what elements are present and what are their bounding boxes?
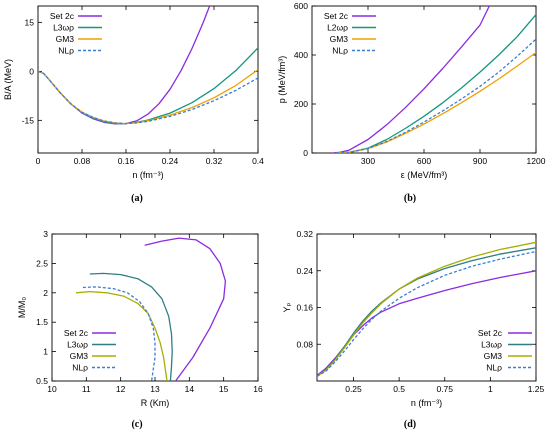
- x-tick-label: 0.24: [162, 156, 179, 166]
- x-tick-label: 0.25: [345, 384, 362, 394]
- x-tick-label: 0.4: [252, 156, 264, 166]
- y-tick-label: 0.16: [296, 303, 313, 313]
- legend-entry-label: NLρ: [58, 46, 74, 56]
- x-tick-label: 14: [185, 384, 195, 394]
- y-tick-label: -15: [22, 115, 35, 125]
- x-tick-label: 0.16: [118, 156, 135, 166]
- panel-caption: (d): [404, 419, 416, 430]
- y-tick-label: 400: [294, 50, 308, 60]
- legend-entry-label: L2ωρ: [327, 23, 348, 33]
- y-tick-label: 15: [25, 17, 35, 27]
- series-line-3: [75, 290, 168, 381]
- y-axis-label: M/M₀: [17, 297, 27, 318]
- panel-3: 10 11 12 13 14 15 16 0.5 1 1.5 2 2.5 3 R (Km) M/M₀ Set …: [17, 229, 263, 430]
- legend-entry-label: NLρ: [72, 363, 88, 373]
- y-tick-label: 3: [43, 229, 48, 239]
- x-tick-label: 900: [473, 156, 487, 166]
- x-axis-label: n (fm⁻³): [411, 398, 442, 408]
- y-tick-label: 600: [294, 1, 308, 11]
- legend-entry-label: L3ωρ: [53, 23, 74, 33]
- x-tick-label: 13: [150, 384, 160, 394]
- legend-entry-label: Set 2c: [50, 11, 75, 21]
- y-tick-label: 2.5: [36, 258, 48, 268]
- y-tick-label: 1: [43, 347, 48, 357]
- y-tick-label: 0: [29, 66, 34, 76]
- x-tick-label: 15: [219, 384, 229, 394]
- series-line-2: [38, 47, 258, 125]
- legend-entry-label: Set 2c: [64, 328, 89, 338]
- x-tick-label: 0.75: [436, 384, 453, 394]
- y-tick-label: 0.32: [296, 229, 313, 239]
- legend-entry-label: GM3: [484, 351, 503, 361]
- y-tick-label: 0: [303, 148, 308, 158]
- series-line-3: [38, 69, 258, 125]
- x-tick-label: 16: [253, 384, 263, 394]
- series-line-2: [336, 14, 536, 153]
- x-tick-label: 0: [36, 156, 41, 166]
- series-line-3: [317, 241, 536, 377]
- legend-entry-label: Set 2c: [324, 11, 349, 21]
- x-tick-label: 1: [488, 384, 493, 394]
- x-axis-label: ε (MeV/fm³): [401, 170, 448, 180]
- series-line-4: [82, 286, 156, 381]
- y-tick-label: 200: [294, 99, 308, 109]
- legend-entry-label: GM3: [330, 34, 349, 44]
- panel-4: 0.25 0.5 0.75 1 1.25 0.08 0.16 0.24 0.32 n (fm⁻³)…: [282, 229, 545, 430]
- series-line-2: [317, 247, 536, 377]
- legend-entry-label: L3ωρ: [67, 340, 88, 350]
- series-line-1: [144, 237, 227, 381]
- series-line-4: [336, 38, 536, 153]
- panel-caption: (c): [131, 419, 142, 430]
- x-tick-label: 0.5: [393, 384, 405, 394]
- x-tick-label: 300: [361, 156, 375, 166]
- x-tick-label: 600: [417, 156, 431, 166]
- panel-2: 300 600 900 1200 0 200 400 600 ε (MeV/fm³) p (MeV…: [277, 1, 546, 204]
- legend-entry-label: NLρ: [486, 363, 502, 373]
- x-tick-label: 12: [116, 384, 126, 394]
- legend-entry-label: NLρ: [332, 46, 348, 56]
- y-axis-label: B/A (MeV): [3, 59, 13, 100]
- legend-entry-label: GM3: [70, 351, 89, 361]
- plot-frame: [316, 233, 537, 382]
- legend-entry-label: L3ωρ: [481, 340, 502, 350]
- series-line-2: [89, 272, 173, 381]
- y-tick-label: 1.5: [36, 317, 48, 327]
- x-axis-label: R (Km): [141, 398, 170, 408]
- y-tick-label: 2: [43, 288, 48, 298]
- panel-1: 0 0.08 0.16 0.24 0.32 0.4 -15 0 15 n (fm⁻³) B/A (M…: [3, 5, 264, 204]
- y-tick-label: 0.24: [296, 266, 313, 276]
- legend-entry-label: GM3: [56, 34, 75, 44]
- y-tick-label: 0.5: [36, 376, 48, 386]
- panel-caption: (a): [131, 193, 143, 204]
- x-tick-label: 1200: [527, 156, 546, 166]
- plot-frame: [37, 5, 259, 154]
- series-line-1: [317, 270, 536, 377]
- panel-caption: (b): [404, 193, 416, 204]
- series-line-1: [332, 6, 490, 153]
- x-tick-label: 10: [47, 384, 57, 394]
- series-line-4: [317, 250, 536, 377]
- y-axis-label: p (MeV/fm³): [277, 56, 287, 104]
- x-axis-label: n (fm⁻³): [132, 170, 163, 180]
- x-tick-label: 11: [82, 384, 91, 394]
- x-tick-label: 1.25: [528, 384, 545, 394]
- y-tick-label: 0.08: [296, 339, 313, 349]
- x-tick-label: 0.32: [206, 156, 223, 166]
- series-line-4: [38, 70, 258, 125]
- y-axis-label: Yₚ: [282, 302, 292, 312]
- x-tick-label: 0.08: [74, 156, 91, 166]
- legend-entry-label: Set 2c: [478, 328, 503, 338]
- series-line-3: [336, 51, 536, 153]
